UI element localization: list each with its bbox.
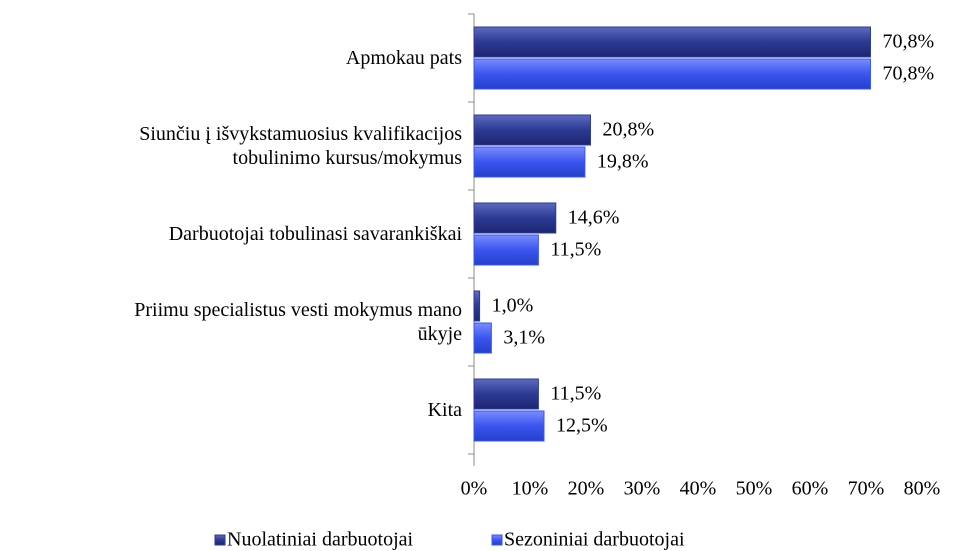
bar <box>473 322 492 354</box>
bar <box>473 234 539 266</box>
x-tick-label: 0% <box>461 478 488 500</box>
bar <box>473 290 481 322</box>
data-label: 1,0% <box>492 295 534 317</box>
legend-marker <box>214 534 226 546</box>
bar <box>473 202 557 234</box>
bar <box>473 410 545 442</box>
x-tick-label: 70% <box>848 478 885 500</box>
data-label: 12,5% <box>556 415 608 437</box>
data-label: 19,8% <box>597 151 649 173</box>
bar <box>473 26 871 58</box>
bar <box>473 378 539 410</box>
category-label: Siunčiu į išvykstamuosius kvalifikacijos… <box>139 123 462 169</box>
data-label: 70,8% <box>882 31 934 53</box>
bar <box>473 146 586 178</box>
bar <box>473 114 591 146</box>
category-label: Kita <box>427 399 462 421</box>
data-label: 14,6% <box>568 207 620 229</box>
x-tick-label: 30% <box>624 478 661 500</box>
legend-marker <box>491 534 503 546</box>
x-tick-label: 50% <box>736 478 773 500</box>
x-tick-label: 80% <box>904 478 941 500</box>
data-label: 20,8% <box>602 119 654 141</box>
legend-label: Nuolatiniai darbuotojai <box>227 529 414 551</box>
x-tick-label: 10% <box>512 478 549 500</box>
category-label: Darbuotojai tobulinasi savarankiškai <box>168 223 462 245</box>
data-label: 11,5% <box>550 239 601 261</box>
data-label: 11,5% <box>550 383 601 405</box>
data-label: 70,8% <box>882 63 934 85</box>
category-label: Apmokau pats <box>345 47 462 69</box>
bar <box>473 58 871 90</box>
category-label: Priimu specialistus vesti mokymus mano ū… <box>134 299 462 345</box>
legend-label: Sezoniniai darbuotojai <box>504 529 685 551</box>
x-tick-label: 40% <box>680 478 717 500</box>
x-tick-label: 60% <box>792 478 829 500</box>
x-tick-label: 20% <box>568 478 605 500</box>
data-label: 3,1% <box>503 327 545 349</box>
